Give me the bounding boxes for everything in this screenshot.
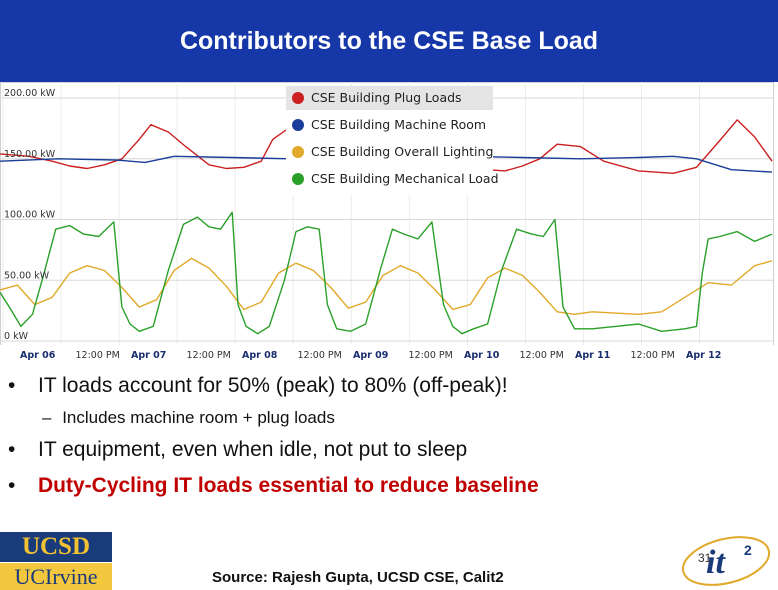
source-credit: Source: Rajesh Gupta, UCSD CSE, Calit2 xyxy=(212,569,504,586)
legend-item-plug-loads[interactable]: CSE Building Plug Loads xyxy=(286,86,493,110)
y-tick-label: 200.00 kW xyxy=(4,88,56,99)
x-tick-label: Apr 11 xyxy=(575,350,610,361)
legend-label: CSE Building Overall Lighting xyxy=(311,144,494,159)
bullet-text-highlight: Duty-Cycling IT loads essential to reduc… xyxy=(38,474,539,497)
uci-logo: UCIrvine xyxy=(0,563,112,590)
x-tick-label: 12:00 PM xyxy=(298,350,342,361)
sub-bullet-text: Includes machine room + plug loads xyxy=(62,408,335,427)
legend-item-overall-lighting[interactable]: CSE Building Overall Lighting xyxy=(286,140,493,164)
legend-swatch-machine-room xyxy=(292,119,304,131)
svg-text:2: 2 xyxy=(744,542,752,558)
ucsd-logo: UCSD xyxy=(0,532,112,562)
y-tick-label: 50.00 kW xyxy=(4,270,50,281)
y-tick-label: 150.00 kW xyxy=(4,149,56,160)
chart-legend: CSE Building Plug Loads CSE Building Mac… xyxy=(286,86,499,195)
x-tick-label: 12:00 PM xyxy=(409,350,453,361)
legend-item-mechanical-load[interactable]: CSE Building Mechanical Load xyxy=(286,167,499,191)
x-tick-label: 12:00 PM xyxy=(187,350,231,361)
x-tick-label: 12:00 PM xyxy=(76,350,120,361)
x-axis-band xyxy=(0,345,774,363)
legend-label: CSE Building Mechanical Load xyxy=(311,171,499,186)
x-tick-label: 12:00 PM xyxy=(520,350,564,361)
y-tick-label: 0 kW xyxy=(4,331,29,342)
bullet-text: IT equipment, even when idle, not put to… xyxy=(38,438,468,461)
legend-label: CSE Building Plug Loads xyxy=(311,90,462,105)
legend-item-machine-room[interactable]: CSE Building Machine Room xyxy=(286,113,493,137)
it2-logo-text: it xyxy=(706,544,726,581)
x-tick-label: Apr 10 xyxy=(464,350,500,361)
legend-label: CSE Building Machine Room xyxy=(311,117,487,132)
series-mechanical-load xyxy=(0,211,773,335)
bullet-marker: • xyxy=(8,374,16,397)
sub-bullet-includes: – Includes machine room + plug loads xyxy=(42,408,335,428)
sub-bullet-marker: – xyxy=(42,408,52,427)
x-tick-label: Apr 09 xyxy=(353,350,388,361)
bullet-text: IT loads account for 50% (peak) to 80% (… xyxy=(38,374,508,397)
series-overall-lighting xyxy=(0,257,773,315)
legend-swatch-plug-loads xyxy=(292,92,304,104)
page-number: 31 xyxy=(698,551,712,565)
legend-swatch-overall-lighting xyxy=(292,146,304,158)
x-tick-label: Apr 08 xyxy=(242,350,278,361)
x-tick-label: 12:00 PM xyxy=(631,350,675,361)
bullet-marker: • xyxy=(8,438,16,461)
x-tick-label: Apr 12 xyxy=(686,350,721,361)
title-bar: Contributors to the CSE Base Load xyxy=(0,0,778,82)
bullet-marker: • xyxy=(8,474,16,497)
x-tick-label: Apr 07 xyxy=(131,350,166,361)
it2-logo: it 2 xyxy=(681,536,771,586)
slide-title: Contributors to the CSE Base Load xyxy=(179,27,599,55)
y-tick-label: 100.00 kW xyxy=(4,210,56,221)
legend-swatch-mechanical-load xyxy=(292,173,304,185)
x-tick-label: Apr 06 xyxy=(20,350,56,361)
